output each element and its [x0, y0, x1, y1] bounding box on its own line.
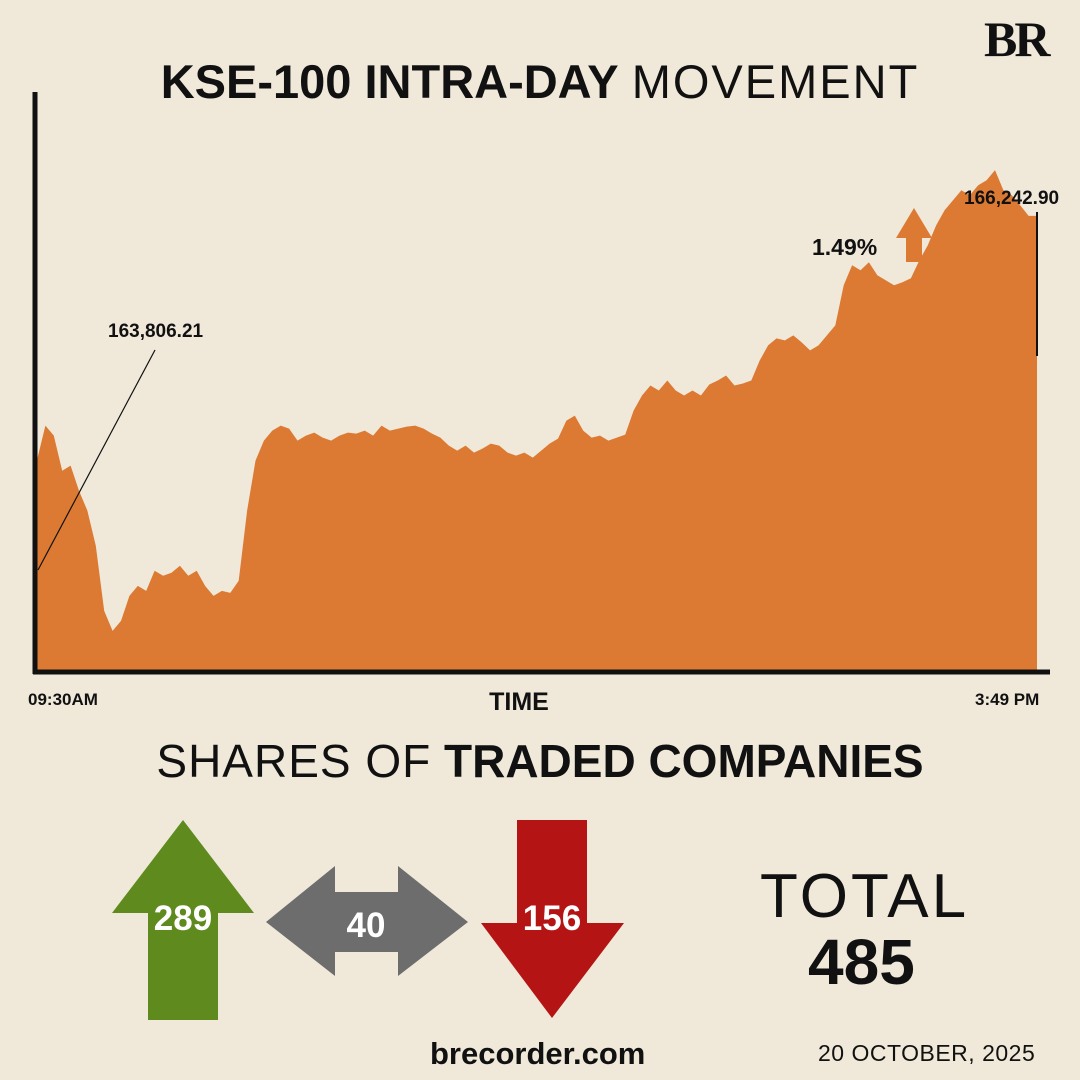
total-label: TOTAL [760, 862, 970, 931]
unchanged-count: 40 [347, 906, 386, 945]
unchanged-shares: 40 [266, 866, 468, 976]
open-value-label: 163,806.21 [108, 321, 204, 342]
change-percent-label: 1.49% [812, 234, 877, 260]
open-value-leader-line [37, 349, 156, 571]
total-value: 485 [808, 926, 915, 998]
declined-count: 156 [523, 899, 581, 938]
close-value-label: 166,242.90 [964, 188, 1059, 209]
x-end-tick-label: 3:49 PM [975, 690, 1039, 709]
declined-down-arrow-icon [481, 820, 624, 1018]
change-up-arrow-icon [896, 208, 932, 262]
br-logo: BR [984, 11, 1050, 67]
heading-light-part: SHARES OF [156, 735, 432, 787]
heading-bold-part: TRADED COMPANIES [444, 735, 924, 787]
advanced-shares: 289 [112, 820, 254, 1020]
title-bold-part: KSE-100 INTRA-DAY [160, 55, 619, 108]
website-link[interactable]: brecorder.com [430, 1036, 646, 1071]
index-area [37, 170, 1037, 671]
unchanged-double-arrow-icon [266, 866, 468, 976]
declined-shares: 156 [481, 820, 624, 1018]
traded-companies-heading: SHARES OF TRADED COMPANIES [0, 738, 1080, 784]
advanced-count: 289 [154, 899, 212, 938]
title-light-part: MOVEMENT [631, 55, 920, 108]
report-date: 20 OCTOBER, 2025 [818, 1040, 1036, 1066]
advanced-up-arrow-icon [112, 820, 254, 1020]
intraday-chart: 163,806.21 166,242.90 1.49% 09:30AM TIME… [28, 92, 1059, 716]
chart-title: KSE-100 INTRA-DAY MOVEMENT [0, 58, 1080, 105]
x-axis-title: TIME [489, 688, 549, 716]
x-start-tick-label: 09:30AM [28, 690, 98, 709]
